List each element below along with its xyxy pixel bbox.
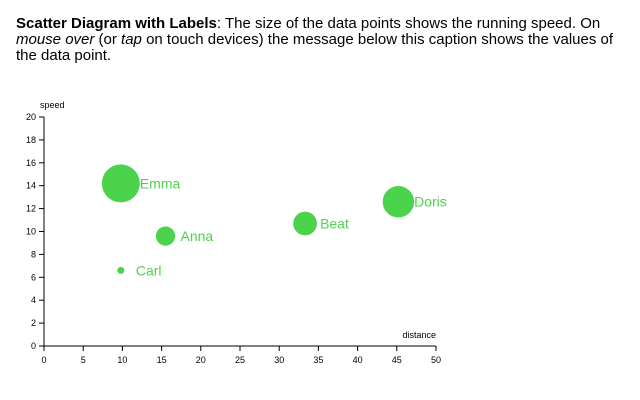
y-tick-label: 6 (31, 272, 36, 282)
x-axis-title: distance (402, 330, 436, 340)
y-tick-label: 10 (26, 227, 36, 237)
y-tick-label: 18 (26, 135, 36, 145)
data-points: Emma Carl Anna Beat Doris (101, 164, 447, 278)
y-tick-label: 4 (31, 295, 36, 305)
caption-colon: : (216, 15, 222, 32)
point-label: Beat (320, 215, 349, 231)
y-axis: 0 2 4 6 8 10 12 14 16 18 20 (26, 112, 45, 351)
point-label: Anna (181, 228, 214, 244)
x-tick-label: 45 (392, 355, 402, 365)
y-tick-label: 0 (31, 341, 36, 351)
x-tick-label: 30 (274, 355, 284, 365)
x-tick-label: 50 (431, 355, 441, 365)
data-point[interactable] (117, 266, 125, 274)
y-tick-label: 8 (31, 249, 36, 259)
x-tick-label: 5 (81, 355, 86, 365)
caption-tap: tap (121, 31, 142, 48)
y-tick-label: 12 (26, 204, 36, 214)
x-tick-label: 25 (235, 355, 245, 365)
caption: Scatter Diagram with Labels: The size of… (16, 16, 626, 64)
caption-text-1: The size of the data points shows the ru… (221, 15, 601, 32)
x-tick-label: 35 (313, 355, 323, 365)
data-point[interactable] (155, 226, 176, 246)
data-point[interactable] (382, 185, 415, 218)
x-axis: 0 5 10 15 20 25 30 35 40 45 50 (41, 345, 441, 365)
data-point[interactable] (101, 164, 140, 203)
point-label: Emma (140, 175, 181, 191)
scatter-chart: 0 5 10 15 20 25 30 35 40 45 50 0 2 4 6 8 10 12 14 16 18 20 s… (26, 100, 447, 365)
x-tick-label: 40 (353, 355, 363, 365)
caption-mouse-over: mouse over (16, 31, 95, 48)
x-tick-label: 15 (157, 355, 167, 365)
point-label: Carl (136, 262, 162, 278)
x-tick-label: 10 (117, 355, 127, 365)
caption-text-2: (or (94, 31, 122, 48)
y-tick-label: 16 (26, 158, 36, 168)
x-tick-label: 0 (41, 355, 46, 365)
x-tick-label: 20 (196, 355, 206, 365)
y-tick-label: 14 (26, 181, 36, 191)
y-axis-title: speed (40, 100, 65, 110)
data-point[interactable] (293, 211, 317, 236)
y-tick-label: 20 (26, 112, 36, 122)
caption-title: Scatter Diagram with Labels (16, 15, 217, 32)
point-label: Doris (414, 194, 447, 210)
y-tick-label: 2 (31, 318, 36, 328)
caption-text-3: on touch devices) the message below this… (16, 31, 614, 64)
